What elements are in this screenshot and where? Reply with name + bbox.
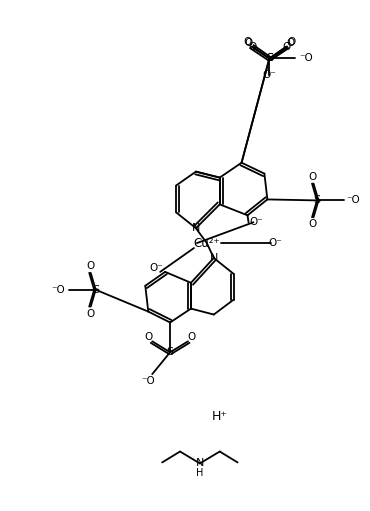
Text: O: O	[188, 332, 196, 342]
Text: O⁻: O⁻	[149, 263, 163, 273]
Text: S: S	[166, 347, 174, 357]
Text: O: O	[286, 38, 294, 48]
Text: O: O	[308, 219, 316, 229]
Text: N: N	[192, 223, 200, 233]
Text: O⁻: O⁻	[269, 238, 282, 248]
Text: S: S	[266, 54, 273, 63]
Text: O: O	[248, 41, 257, 52]
Text: O: O	[87, 261, 95, 271]
Text: S: S	[313, 195, 320, 205]
Text: ⁻O: ⁻O	[51, 285, 65, 295]
Text: O: O	[245, 38, 253, 48]
Text: O: O	[282, 41, 290, 52]
Text: O⁻: O⁻	[262, 71, 276, 80]
Text: O: O	[87, 309, 95, 318]
Text: O: O	[144, 332, 152, 342]
Text: O: O	[243, 37, 252, 47]
Text: S: S	[92, 285, 99, 295]
Text: O: O	[287, 37, 295, 47]
Text: O⁻: O⁻	[250, 217, 263, 227]
Text: S: S	[266, 54, 273, 63]
Text: ⁻O: ⁻O	[299, 54, 313, 63]
Text: H: H	[196, 469, 204, 478]
Text: ⁻O: ⁻O	[346, 195, 360, 205]
Text: ⁻O: ⁻O	[141, 376, 155, 386]
Text: Cu²⁺: Cu²⁺	[194, 237, 220, 249]
Text: H⁺: H⁺	[212, 410, 228, 423]
Text: O: O	[308, 172, 316, 181]
Text: N: N	[196, 458, 204, 469]
Text: N: N	[209, 253, 218, 263]
